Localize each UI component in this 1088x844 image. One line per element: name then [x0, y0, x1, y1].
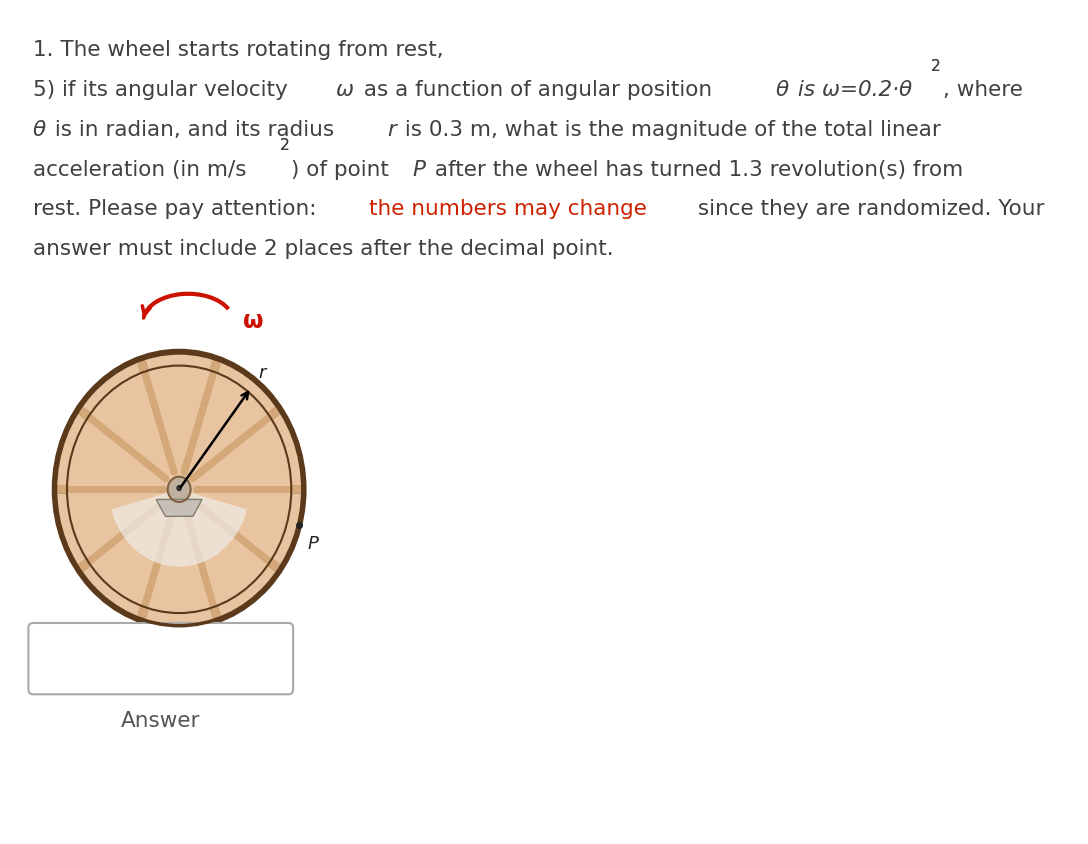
Text: , where: , where — [942, 80, 1023, 100]
Text: θ: θ — [33, 120, 46, 140]
Text: is in radian, and its radius: is in radian, and its radius — [48, 120, 341, 140]
Text: 2: 2 — [931, 58, 941, 73]
Text: r: r — [387, 120, 396, 140]
Text: the numbers may change: the numbers may change — [369, 199, 647, 219]
Text: r: r — [259, 365, 265, 382]
Text: after the wheel has turned 1.3 revolution(s) from: after the wheel has turned 1.3 revolutio… — [428, 160, 963, 180]
Circle shape — [55, 353, 302, 625]
Text: 5) if its angular velocity: 5) if its angular velocity — [33, 80, 295, 100]
Text: 2: 2 — [280, 138, 289, 153]
Polygon shape — [111, 490, 247, 566]
Text: P: P — [308, 534, 319, 553]
Circle shape — [52, 349, 307, 630]
Text: rest. Please pay attention:: rest. Please pay attention: — [33, 199, 323, 219]
Text: ω: ω — [243, 309, 263, 333]
FancyBboxPatch shape — [28, 623, 293, 695]
Circle shape — [176, 485, 182, 491]
Text: Your Answer:: Your Answer: — [33, 637, 172, 657]
Text: ω: ω — [336, 80, 354, 100]
Text: since they are randomized. Your: since they are randomized. Your — [691, 199, 1044, 219]
Text: as a function of angular position: as a function of angular position — [357, 80, 719, 100]
Text: is 0.3 m, what is the magnitude of the total linear: is 0.3 m, what is the magnitude of the t… — [397, 120, 940, 140]
Text: θ: θ — [776, 80, 789, 100]
Text: 1. The wheel starts rotating from rest,: 1. The wheel starts rotating from rest, — [33, 40, 444, 60]
Text: 2: 2 — [931, 58, 941, 73]
Text: ) of point: ) of point — [292, 160, 396, 180]
Circle shape — [67, 365, 292, 613]
Text: P: P — [412, 160, 425, 180]
Text: is ω=0.2·θ: is ω=0.2·θ — [791, 80, 912, 100]
Text: 2: 2 — [280, 138, 289, 153]
Text: acceleration (in m/s: acceleration (in m/s — [33, 160, 246, 180]
Text: answer must include 2 places after the decimal point.: answer must include 2 places after the d… — [33, 239, 614, 259]
Text: Answer: Answer — [121, 711, 200, 731]
Polygon shape — [157, 500, 202, 517]
Circle shape — [168, 477, 190, 502]
